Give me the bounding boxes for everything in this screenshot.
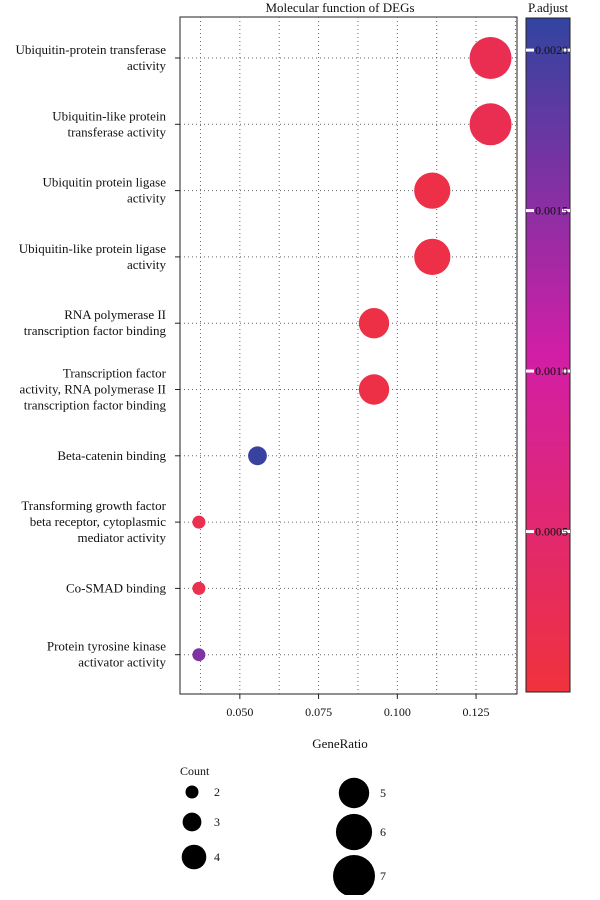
color-legend-title: P.adjust [528, 0, 568, 15]
x-axis-label: GeneRatio [312, 736, 368, 751]
y-tick-label: Beta-catenin binding [57, 448, 166, 463]
data-point [192, 581, 206, 595]
colorbar-tick-label: 0.0015 [535, 204, 568, 218]
y-tick-label: transferase activity [67, 124, 166, 139]
size-legend-label: 6 [380, 825, 386, 839]
data-point [192, 648, 206, 662]
colorbar-tick-label: 0.0005 [535, 525, 568, 539]
size-legend-label: 2 [214, 785, 220, 799]
data-point [358, 374, 390, 405]
y-tick-label: Protein tyrosine kinase [47, 639, 166, 654]
colorbar-tick-label: 0.0020 [535, 43, 568, 57]
size-legend-label: 4 [214, 850, 220, 864]
x-tick-label: 0.075 [305, 705, 332, 719]
size-legend-label: 3 [214, 815, 220, 829]
data-point [192, 515, 206, 529]
size-legend-dot [181, 844, 207, 870]
colorbar [525, 17, 571, 693]
y-tick-label: activity, RNA polymerase II [20, 382, 166, 397]
y-tick-label: Ubiquitin-like protein [52, 108, 166, 123]
size-legend-dot [338, 777, 370, 809]
y-tick-label: activity [127, 257, 166, 272]
y-tick-label: beta receptor, cytoplasmic [30, 514, 167, 529]
plot-panel [179, 16, 518, 695]
data-point [414, 238, 451, 275]
size-legend-dot [182, 812, 202, 832]
x-tick-label: 0.100 [384, 705, 411, 719]
size-legend-dot [185, 785, 199, 799]
data-point [414, 172, 451, 209]
size-legend-dot [333, 855, 375, 897]
chart-title: Molecular function of DEGs [265, 0, 414, 15]
y-tick-label: Ubiquitin-like protein ligase [19, 241, 167, 256]
y-tick-label: activator activity [78, 655, 166, 670]
y-tick-label: Ubiquitin protein ligase [43, 175, 167, 190]
size-legend-label: 7 [380, 869, 386, 883]
data-point [248, 446, 267, 466]
x-tick-label: 0.125 [463, 705, 490, 719]
size-legend-title: Count [180, 764, 210, 778]
y-tick-label: transcription factor binding [24, 398, 167, 413]
data-point [469, 37, 512, 79]
y-tick-label: Co-SMAD binding [66, 580, 167, 595]
data-point [358, 308, 390, 339]
y-tick-label: Transcription factor [63, 366, 167, 381]
y-tick-label: Ubiquitin-protein transferase [15, 42, 166, 57]
y-tick-label: mediator activity [78, 530, 167, 545]
y-tick-label: Transforming growth factor [21, 498, 166, 513]
size-legend-dot [335, 813, 373, 851]
y-tick-label: transcription factor binding [24, 323, 167, 338]
size-legend-label: 5 [380, 786, 386, 800]
y-tick-label: activity [127, 58, 166, 73]
y-tick-label: activity [127, 191, 166, 206]
colorbar-tick-label: 0.0010 [535, 364, 568, 378]
y-tick-label: RNA polymerase II [64, 307, 166, 322]
data-point [469, 103, 512, 146]
x-tick-label: 0.050 [226, 705, 253, 719]
